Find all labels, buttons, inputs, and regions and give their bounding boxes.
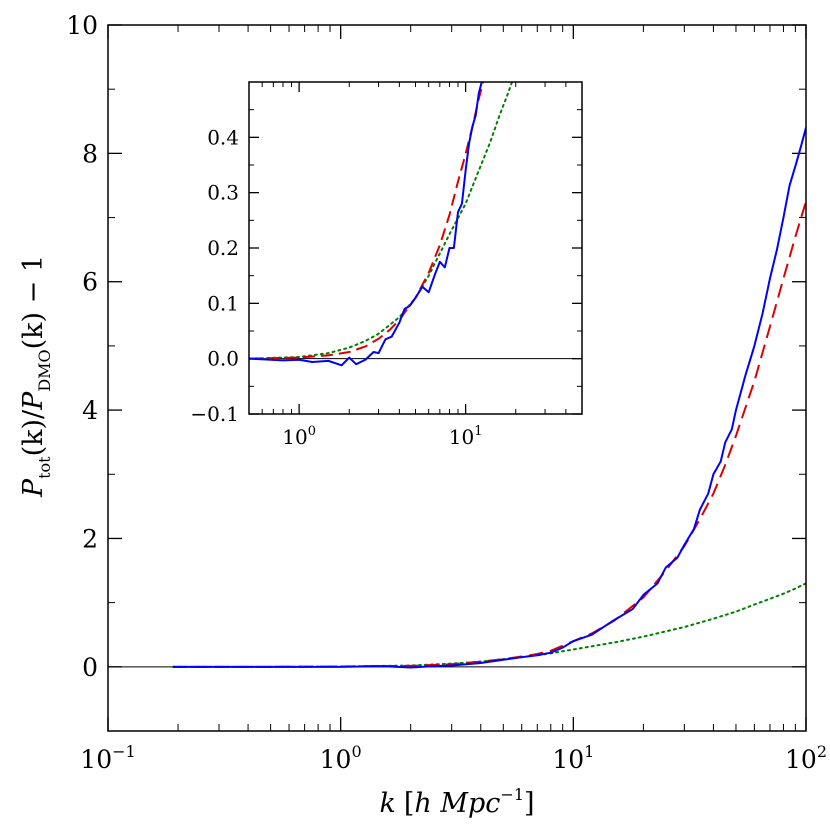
main-series-fit: [171, 582, 806, 668]
main-x-tick-label: 102: [785, 742, 827, 774]
main-y-tick-label: 4: [82, 396, 98, 425]
main-y-tick-label: 2: [82, 524, 98, 553]
inset-plot-background: [249, 82, 582, 414]
inset-plot-frame: [248, 81, 583, 415]
inset-y-tick-label: 0.2: [207, 236, 239, 260]
y-axis-title: Ptot(k)/PDMO(k) − 1: [18, 255, 54, 498]
inset-plot: 100 101 −0.1 0.0 0.1 0.2 0.3 0.4: [190, 81, 583, 449]
main-y-tick-label: 8: [82, 139, 98, 168]
main-y-tick-label: 0: [82, 653, 98, 682]
inset-series-simulation: [249, 82, 483, 367]
main-series-simulation: [172, 127, 806, 669]
inset-y-tick-label: 0.4: [207, 125, 239, 149]
inset-y-tick-label: 0.3: [207, 181, 239, 205]
inset-y-tick-label: 0.0: [207, 347, 239, 371]
x-axis-title: k [h Mpc−1]: [379, 785, 534, 819]
main-y-tick-label: 6: [82, 268, 98, 297]
main-x-tick-label: 100: [320, 742, 362, 774]
main-x-tick-label: 101: [552, 742, 594, 774]
inset-x-tick-label: 101: [449, 424, 483, 449]
main-x-tick-label: 10−1: [80, 742, 135, 774]
inset-series-fit: [249, 82, 514, 360]
main-plot-frame: [107, 24, 807, 732]
inset-x-tick-label: 100: [282, 424, 316, 449]
inset-y-tick-label: −0.1: [190, 402, 239, 426]
main-y-tick-label: 10: [66, 11, 98, 40]
inset-y-tick-label: 0.1: [207, 291, 239, 315]
